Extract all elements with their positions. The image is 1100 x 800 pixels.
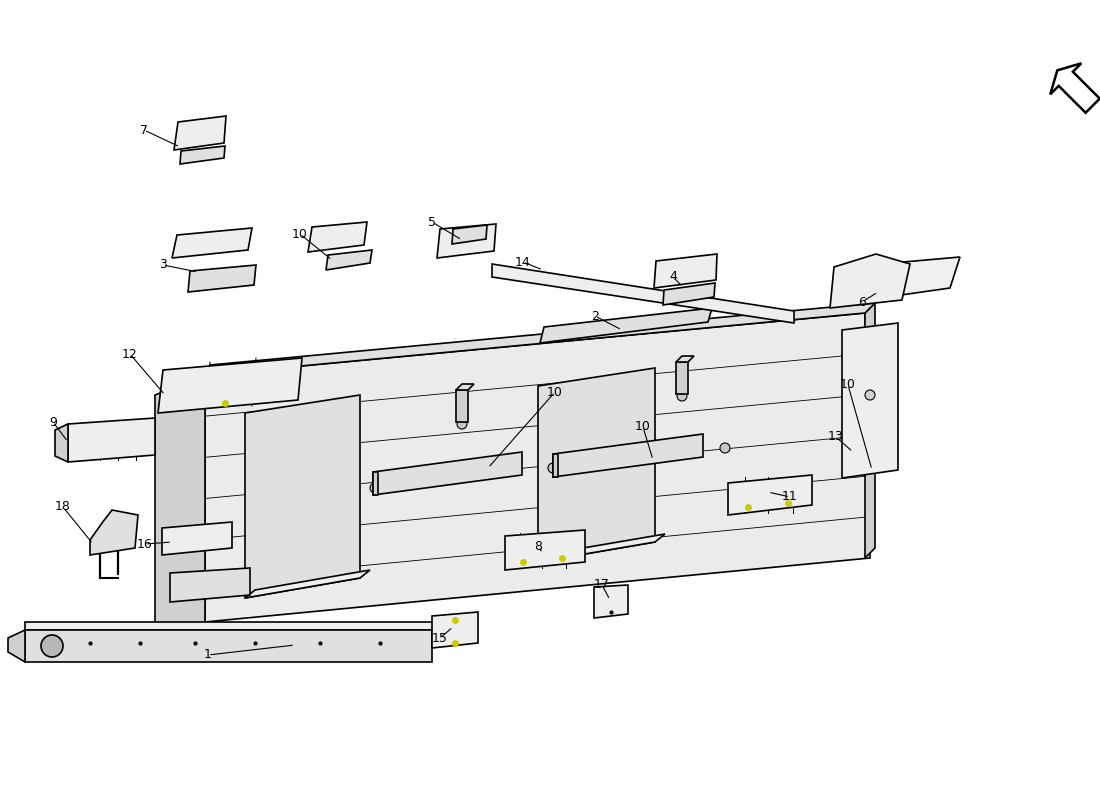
Polygon shape: [205, 313, 870, 622]
Polygon shape: [245, 570, 370, 598]
Circle shape: [370, 483, 379, 493]
Text: 15: 15: [432, 631, 448, 645]
Text: 18: 18: [55, 501, 70, 514]
Circle shape: [676, 391, 688, 401]
Circle shape: [41, 635, 63, 657]
Polygon shape: [594, 585, 628, 618]
Polygon shape: [90, 510, 138, 555]
Polygon shape: [25, 622, 437, 630]
Polygon shape: [553, 454, 558, 477]
Polygon shape: [174, 116, 226, 150]
Polygon shape: [830, 254, 910, 308]
Polygon shape: [452, 225, 487, 244]
Text: 10: 10: [293, 227, 308, 241]
Polygon shape: [553, 434, 703, 477]
Polygon shape: [308, 222, 367, 252]
Circle shape: [865, 390, 874, 400]
Text: 12: 12: [122, 347, 138, 361]
Polygon shape: [663, 283, 715, 305]
Polygon shape: [180, 146, 226, 164]
Polygon shape: [162, 522, 232, 555]
Polygon shape: [373, 452, 522, 495]
Polygon shape: [654, 254, 717, 288]
Polygon shape: [538, 368, 654, 562]
Polygon shape: [437, 224, 496, 258]
Polygon shape: [492, 264, 794, 323]
Polygon shape: [170, 568, 250, 602]
Text: 10: 10: [635, 421, 651, 434]
Polygon shape: [842, 323, 898, 478]
Text: 6: 6: [858, 295, 866, 309]
Text: 17: 17: [594, 578, 609, 591]
Polygon shape: [540, 308, 712, 343]
Text: 1: 1: [205, 649, 212, 662]
Polygon shape: [172, 228, 252, 258]
Text: 11: 11: [782, 490, 797, 503]
Polygon shape: [676, 356, 694, 362]
Text: 14: 14: [515, 255, 531, 269]
Polygon shape: [432, 612, 478, 648]
Polygon shape: [326, 250, 372, 270]
Polygon shape: [155, 375, 205, 635]
Polygon shape: [676, 362, 688, 394]
Circle shape: [548, 463, 558, 473]
Polygon shape: [8, 630, 25, 662]
Polygon shape: [505, 530, 585, 570]
Text: a passion for parts since 1985: a passion for parts since 1985: [301, 479, 659, 541]
Polygon shape: [865, 303, 874, 558]
Text: 3: 3: [160, 258, 167, 271]
Text: 8: 8: [534, 541, 542, 554]
Polygon shape: [188, 265, 256, 292]
Text: lamborghini: lamborghini: [231, 413, 749, 487]
Text: 2: 2: [591, 310, 598, 322]
Text: 16: 16: [138, 538, 153, 550]
Polygon shape: [158, 358, 302, 413]
Polygon shape: [373, 472, 378, 495]
Polygon shape: [880, 257, 960, 298]
Polygon shape: [68, 418, 155, 462]
Polygon shape: [245, 395, 360, 598]
Polygon shape: [728, 475, 812, 515]
Polygon shape: [25, 630, 432, 662]
Polygon shape: [55, 424, 68, 462]
Circle shape: [456, 419, 468, 429]
Text: 10: 10: [547, 386, 563, 398]
Polygon shape: [538, 534, 666, 562]
Text: 9: 9: [50, 415, 57, 429]
Circle shape: [188, 574, 206, 592]
Polygon shape: [205, 303, 874, 375]
Circle shape: [720, 443, 730, 453]
Polygon shape: [456, 384, 474, 390]
Text: 10: 10: [840, 378, 856, 391]
Text: 5: 5: [428, 215, 436, 229]
Polygon shape: [456, 390, 468, 422]
Text: 7: 7: [140, 123, 148, 137]
Text: 13: 13: [828, 430, 844, 443]
Text: 4: 4: [669, 270, 676, 283]
